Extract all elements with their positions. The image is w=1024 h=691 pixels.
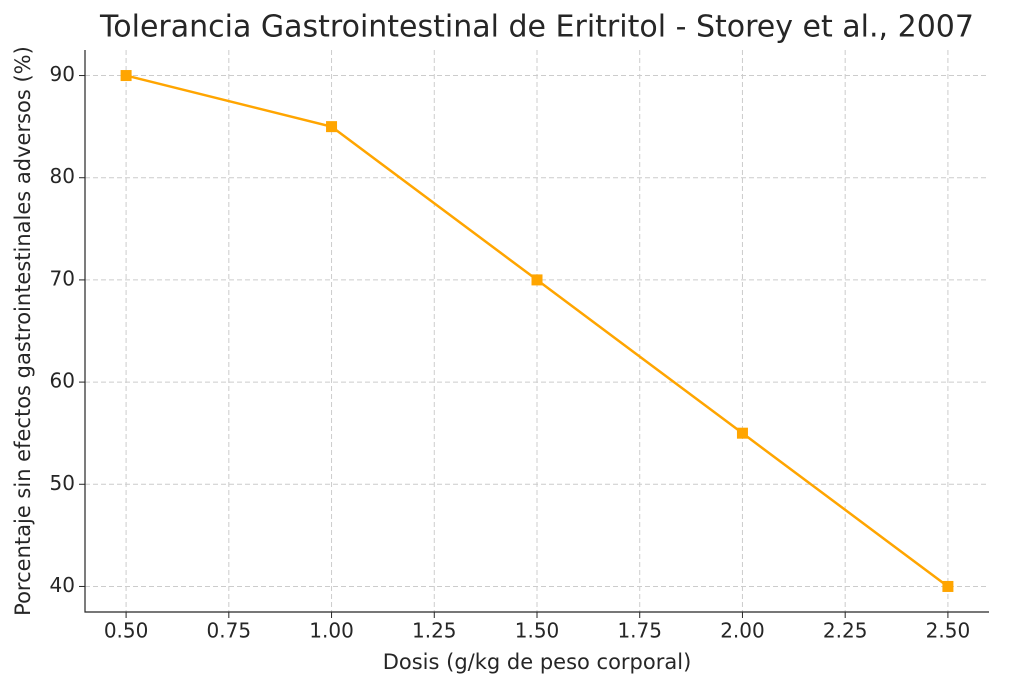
chart-title: Tolerancia Gastrointestinal de Eritritol… (99, 10, 974, 45)
y-tick-label: 50 (50, 471, 75, 495)
x-tick-label: 1.00 (309, 619, 354, 643)
x-tick-label: 0.50 (104, 619, 149, 643)
data-point (531, 274, 543, 286)
x-tick-label: 1.25 (412, 619, 457, 643)
x-tick-label: 2.50 (926, 619, 971, 643)
x-axis-label: Dosis (g/kg de peso corporal) (383, 650, 692, 674)
x-tick-label: 1.75 (617, 619, 662, 643)
data-point (120, 70, 132, 82)
x-tick-label: 1.50 (515, 619, 560, 643)
x-tick-label: 2.00 (720, 619, 765, 643)
y-tick-label: 80 (50, 164, 75, 188)
y-tick-label: 70 (50, 266, 75, 290)
data-point (942, 580, 954, 592)
y-tick-label: 60 (50, 369, 75, 393)
axis-frame (84, 50, 989, 613)
data-point (736, 427, 748, 439)
y-tick-label: 90 (50, 62, 75, 86)
x-tick-label: 0.75 (207, 619, 252, 643)
x-tick-label: 2.25 (823, 619, 868, 643)
data-point (326, 121, 338, 133)
y-tick-label: 40 (50, 573, 75, 597)
y-axis-label: Porcentaje sin efectos gastrointestinale… (11, 46, 35, 616)
